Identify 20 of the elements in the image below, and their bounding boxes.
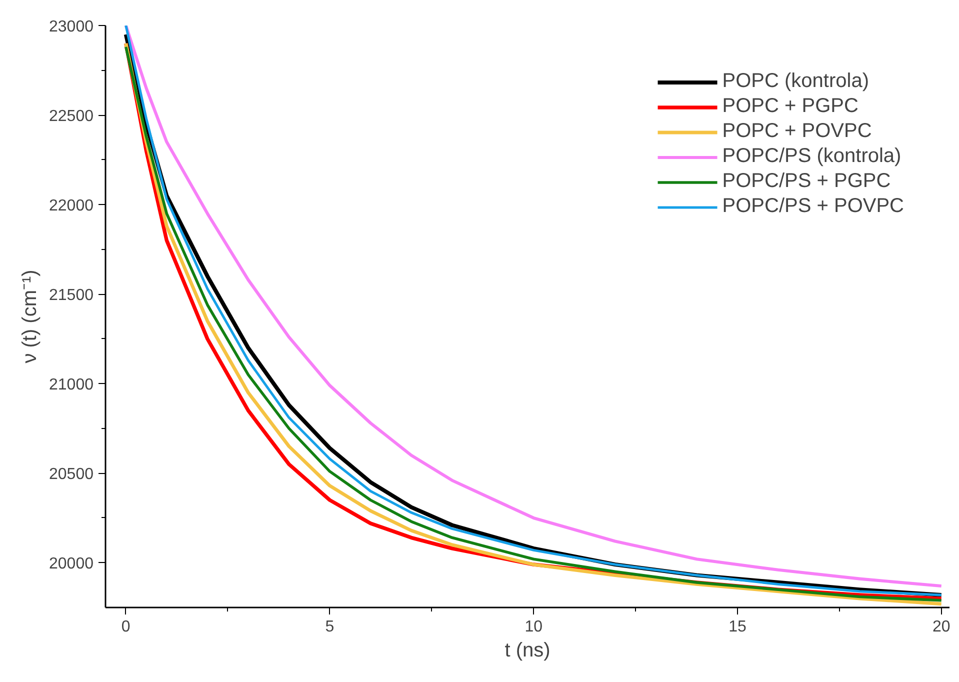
y-tick-label: 20000 (49, 556, 94, 573)
legend-label: POPC + PGPC (722, 95, 858, 118)
x-tick-label: 0 (121, 618, 130, 636)
x-tick-label: 15 (728, 618, 746, 636)
legend-label: POPC + POVPC (722, 120, 872, 143)
y-tick-label: 22500 (49, 108, 94, 126)
y-tick-label: 23000 (49, 18, 94, 36)
legend-label: POPC/PS + PGPC (722, 170, 891, 193)
legend-label: POPC/PS + POVPC (722, 195, 904, 218)
legend-label: POPC/PS (kontrola) (722, 145, 902, 168)
x-axis-title: t (ns) (504, 640, 550, 662)
y-tick-label: 21500 (49, 287, 94, 304)
y-tick-label: 20500 (49, 466, 94, 484)
y-tick-label: 21000 (49, 376, 94, 394)
x-tick-label: 10 (524, 618, 543, 636)
x-tick-label: 5 (325, 618, 334, 636)
y-axis-title: ν (t) (cm⁻¹) (19, 270, 42, 364)
legend-label: POPC (kontrola) (722, 70, 869, 93)
y-tick-label: 22000 (49, 198, 94, 215)
x-tick-label: 20 (932, 618, 950, 636)
